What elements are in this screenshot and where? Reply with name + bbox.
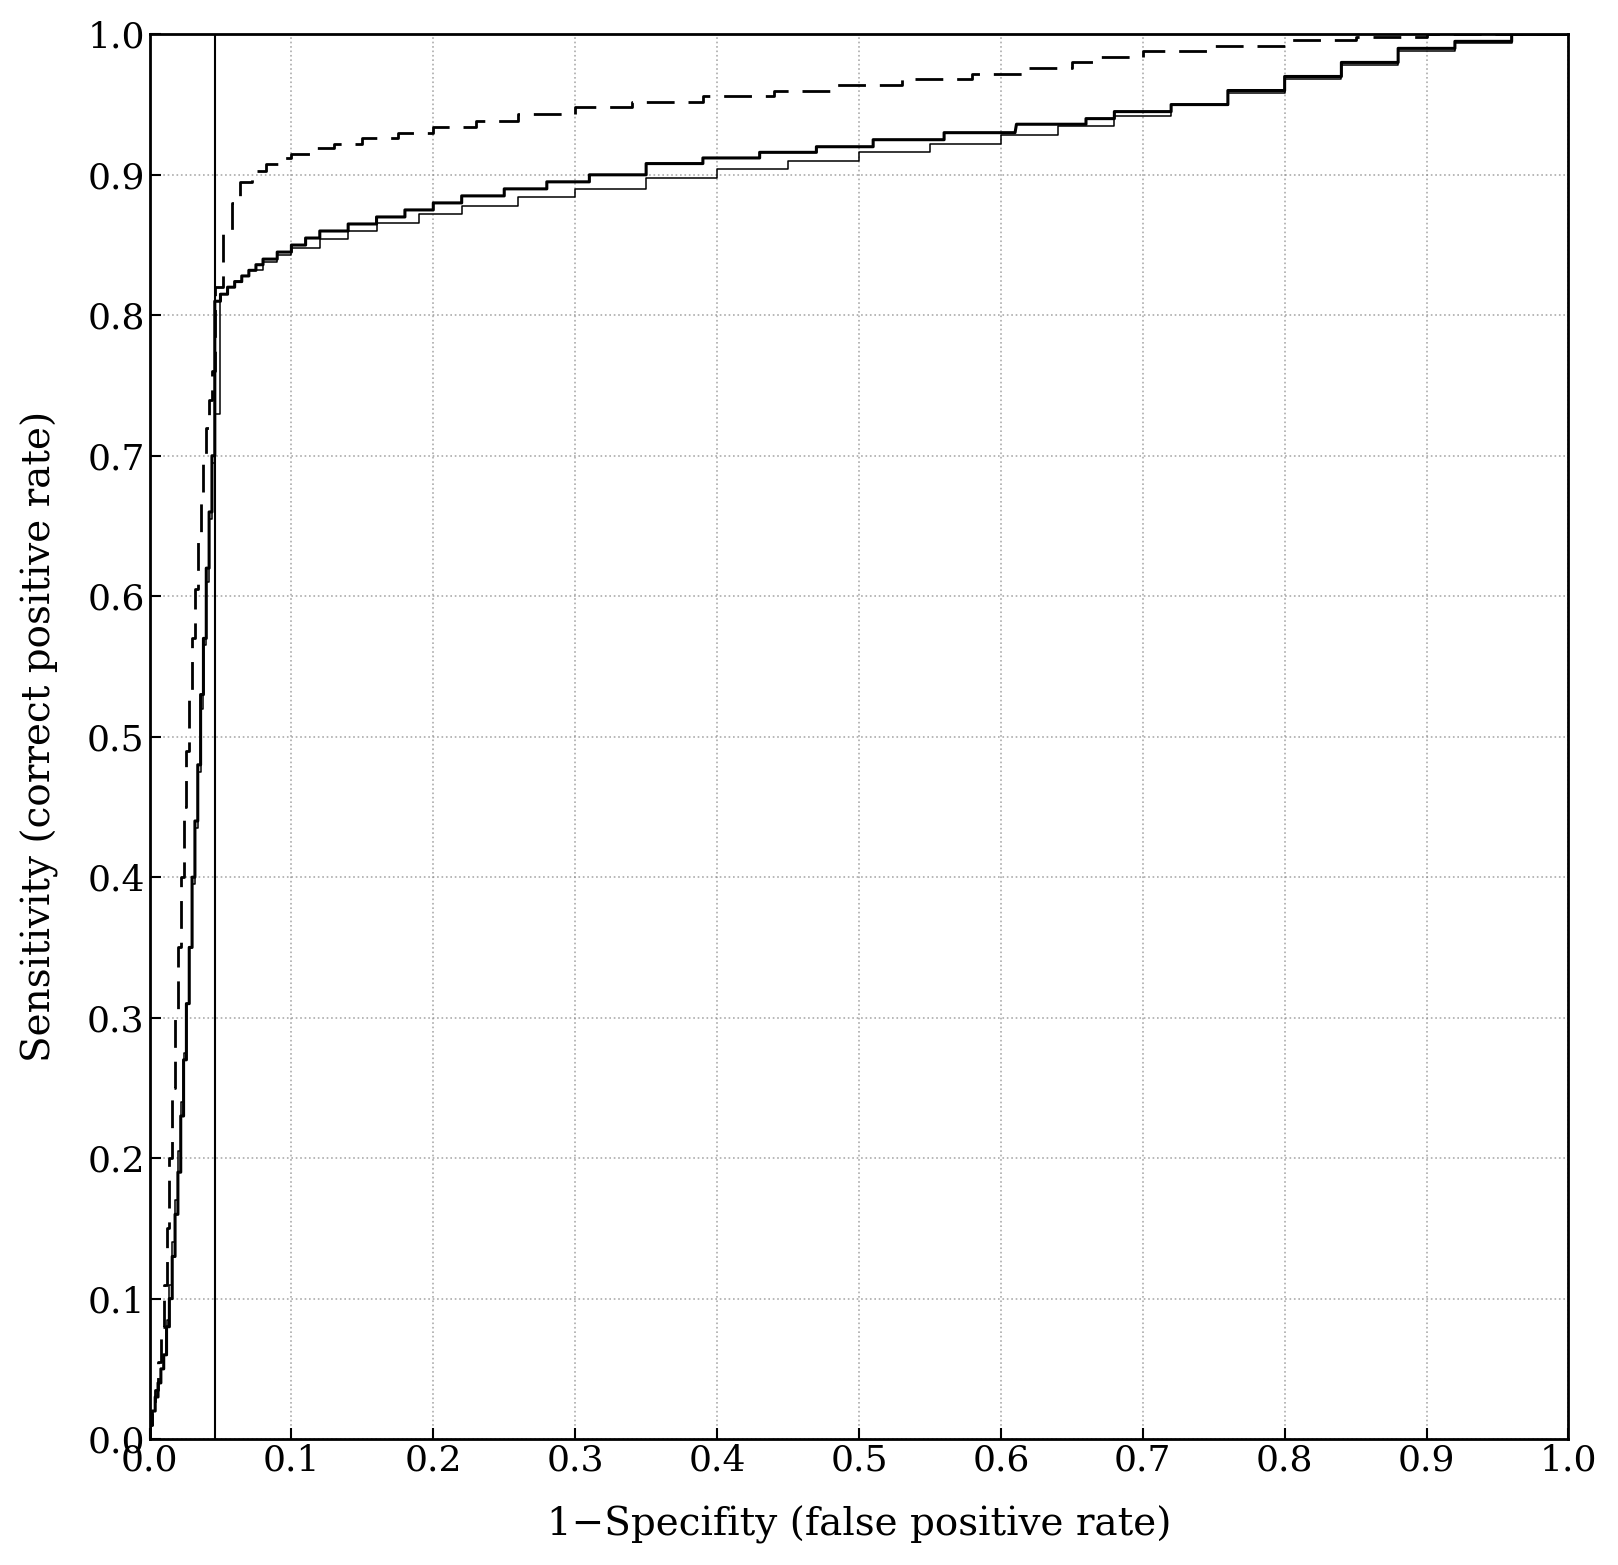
Y-axis label: Sensitivity (correct positive rate): Sensitivity (correct positive rate) (21, 412, 60, 1063)
X-axis label: 1−Specifity (false positive rate): 1−Specifity (false positive rate) (547, 1506, 1171, 1545)
